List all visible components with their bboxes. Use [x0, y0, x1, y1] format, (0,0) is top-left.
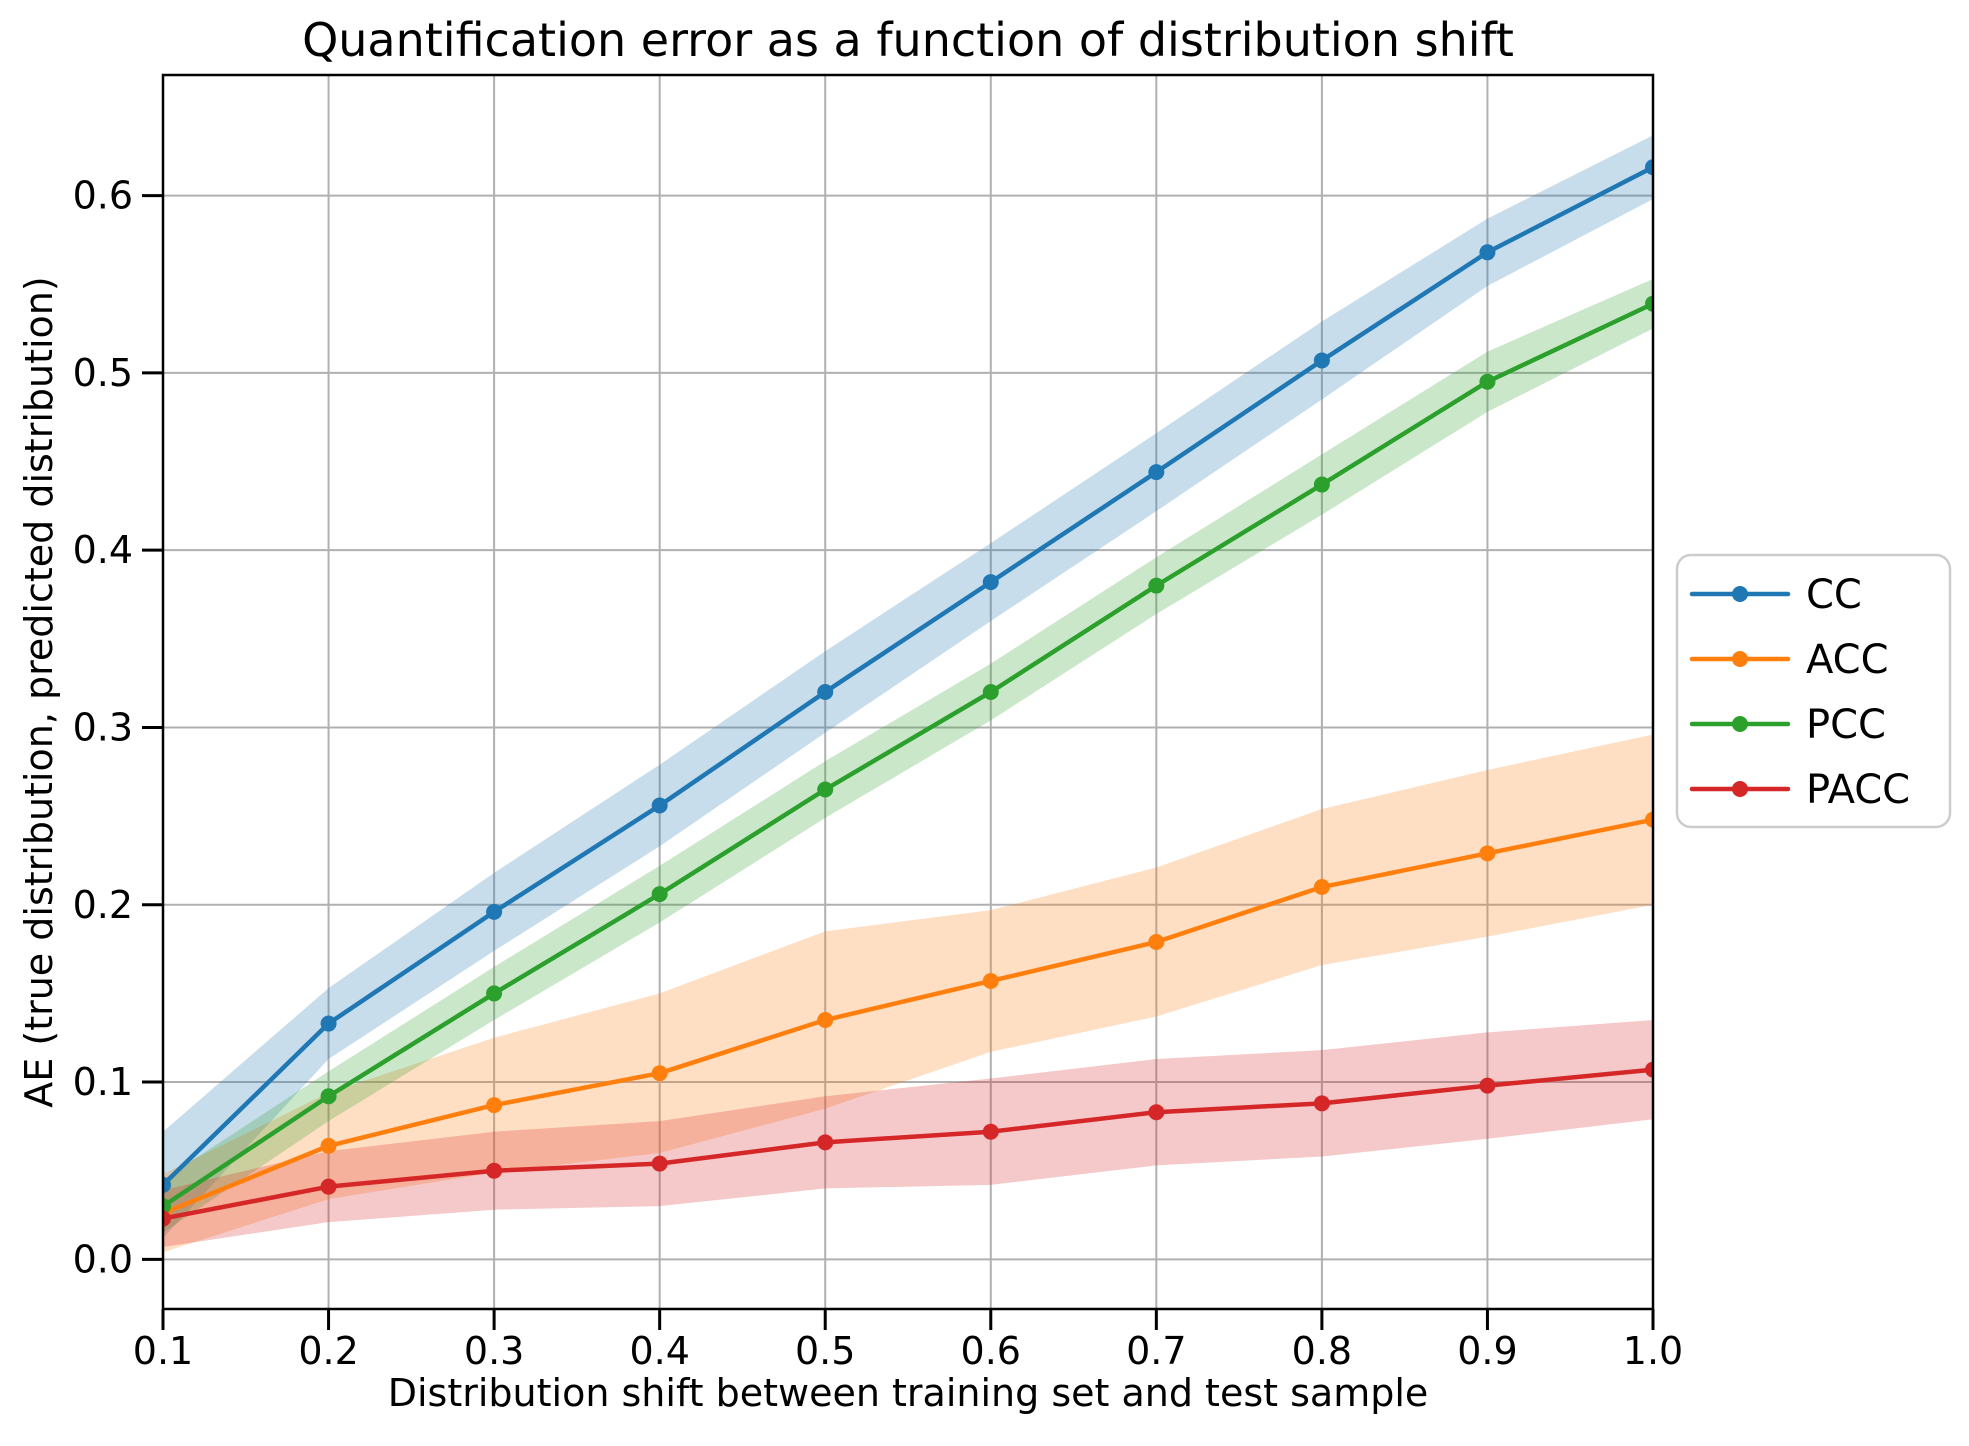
- data-point-pacc: [1313, 1095, 1330, 1112]
- data-point-pacc: [982, 1123, 999, 1140]
- confidence-band-acc: [163, 734, 1653, 1253]
- data-point-cc: [1479, 244, 1496, 261]
- y-tick-label: 0.1: [73, 1060, 133, 1104]
- data-point-acc: [320, 1137, 337, 1154]
- y-tick-label: 0.6: [73, 174, 133, 218]
- data-point-pacc: [817, 1134, 834, 1151]
- legend-item-pacc: PACC: [1689, 767, 1910, 813]
- data-point-pcc: [1148, 577, 1165, 594]
- data-point-cc: [982, 574, 999, 591]
- legend-marker-swatch: [1732, 781, 1748, 797]
- data-point-pcc: [817, 781, 834, 798]
- data-point-cc: [486, 903, 503, 920]
- series-lines: [163, 159, 1653, 1227]
- data-point-acc: [1479, 845, 1496, 862]
- data-point-pcc: [486, 985, 503, 1002]
- data-point-pcc: [982, 684, 999, 700]
- chart-title: Quantification error as a function of di…: [302, 13, 1514, 67]
- data-point-acc: [982, 972, 999, 989]
- data-point-acc: [651, 1065, 668, 1082]
- data-point-acc: [1313, 879, 1330, 896]
- y-axis-label: AE (true distribution, predicted distrib…: [17, 276, 61, 1107]
- axis-ticks-and-labels: 0.1 0.2 0.3 0.4 0.5 0.6 0.7 0.8 0.9 1.0 0.0 0.1 0.2 0…: [73, 174, 1684, 1373]
- x-tick-label: 0.5: [795, 1329, 855, 1373]
- data-point-pacc: [1148, 1104, 1165, 1121]
- series-line-cc: [163, 164, 1653, 1188]
- confidence-bands: [163, 135, 1653, 1253]
- data-point-cc: [1313, 352, 1330, 369]
- data-point-pacc: [1645, 1061, 1653, 1078]
- data-point-pcc: [163, 1198, 171, 1215]
- series-line-acc: [163, 817, 1653, 1216]
- y-tick-label: 0.4: [73, 528, 133, 572]
- legend-label: ACC: [1806, 637, 1889, 683]
- data-point-acc: [817, 1012, 834, 1029]
- data-point-pacc: [163, 1210, 171, 1227]
- data-point-cc: [163, 1176, 171, 1193]
- data-point-acc: [1148, 933, 1165, 950]
- y-tick-label: 0.0: [73, 1237, 133, 1281]
- y-tick-label: 0.5: [73, 351, 133, 395]
- legend-label: CC: [1806, 572, 1862, 618]
- x-axis-label: Distribution shift between training set …: [388, 1371, 1429, 1415]
- x-tick-label: 0.8: [1292, 1329, 1352, 1373]
- x-tick-label: 0.1: [133, 1329, 193, 1373]
- axes-spines: [161, 73, 1655, 1311]
- legend-marker-swatch: [1732, 651, 1748, 667]
- data-point-cc: [817, 684, 834, 700]
- series-line-pcc: [163, 301, 1653, 1209]
- x-tick-label: 0.9: [1457, 1329, 1517, 1373]
- legend: CC ACC PCC PACC: [1675, 553, 1952, 829]
- legend-item-pcc: PCC: [1689, 702, 1886, 748]
- data-point-pacc: [1479, 1077, 1496, 1094]
- y-tick-label: 0.3: [73, 705, 133, 749]
- x-tick-label: 0.6: [961, 1329, 1021, 1373]
- legend-box: [1675, 553, 1952, 829]
- data-point-cc: [1645, 159, 1653, 176]
- data-point-pcc: [1479, 373, 1496, 390]
- x-tick-label: 0.3: [464, 1329, 524, 1373]
- data-point-pcc: [1645, 295, 1653, 312]
- legend-label: PCC: [1806, 702, 1886, 748]
- confidence-band-pcc: [163, 278, 1653, 1233]
- series-line-pacc: [163, 1067, 1653, 1221]
- data-point-pcc: [320, 1088, 337, 1105]
- x-tick-label: 0.4: [629, 1329, 689, 1373]
- data-point-acc: [1645, 811, 1653, 828]
- legend-marker-swatch: [1732, 586, 1748, 602]
- x-tick-label: 1.0: [1623, 1329, 1683, 1373]
- data-point-pacc: [320, 1178, 337, 1195]
- confidence-band-cc: [163, 135, 1653, 1239]
- confidence-band-pacc: [163, 1020, 1653, 1247]
- x-tick-label: 0.2: [298, 1329, 358, 1373]
- data-point-pacc: [486, 1162, 503, 1179]
- y-tick-label: 0.2: [73, 883, 133, 927]
- plot-border: [161, 73, 1655, 1311]
- data-point-acc: [486, 1097, 503, 1114]
- data-point-pacc: [651, 1155, 668, 1172]
- legend-item-acc: ACC: [1689, 637, 1889, 683]
- data-point-pcc: [651, 886, 668, 903]
- data-point-cc: [320, 1015, 337, 1032]
- data-point-cc: [651, 797, 668, 814]
- legend-label: PACC: [1806, 767, 1910, 813]
- data-point-cc: [1148, 464, 1165, 481]
- legend-marker-swatch: [1732, 716, 1748, 732]
- legend-item-cc: CC: [1689, 572, 1862, 618]
- x-tick-label: 0.7: [1126, 1329, 1186, 1373]
- data-point-pcc: [1313, 476, 1330, 493]
